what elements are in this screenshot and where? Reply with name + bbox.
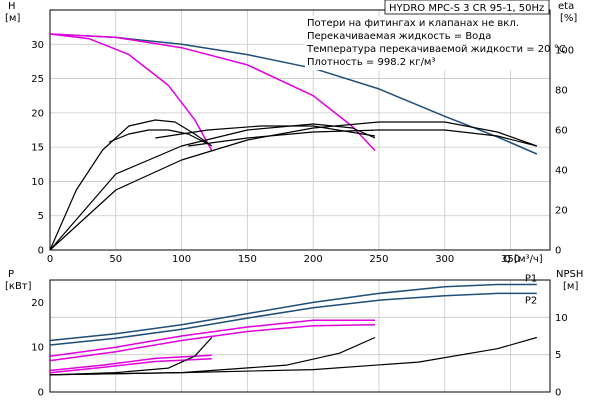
bottom-y-axis-label-line1: P <box>8 269 14 280</box>
top-y-axis-label-line1: H <box>8 1 16 12</box>
title-box <box>384 0 550 15</box>
bottom-series-line-6 <box>49 337 213 376</box>
bottom-series-line-5 <box>49 358 212 374</box>
note-fittings: Потери на фитингах и клапанах не вкл. <box>307 18 519 29</box>
y-tick-label-left: 30 <box>31 40 44 51</box>
x-tick-label: 350 <box>501 254 520 265</box>
top-series-line-3 <box>49 119 213 251</box>
bottom-series-line-1 <box>49 292 537 346</box>
top-x-axis-label: Q [м³/ч] <box>503 254 543 265</box>
y-tick-label-right: 10 <box>555 313 568 324</box>
x-tick-label: 50 <box>109 254 122 265</box>
bottom-series-line-4 <box>49 354 212 372</box>
series-label-p1: P1 <box>525 273 537 284</box>
y-tick-label-left: 10 <box>31 343 44 354</box>
top-series-line-7 <box>155 125 376 139</box>
series-label-p2: P2 <box>525 295 537 306</box>
x-tick-label: 150 <box>238 254 257 265</box>
y-tick-label-left: 0 <box>38 246 44 257</box>
x-tick-label: 250 <box>369 254 388 265</box>
y-tick-label-right: 80 <box>555 86 568 97</box>
x-tick-label: 0 <box>47 254 53 265</box>
y-tick-label-right: 0 <box>555 388 561 399</box>
top-right-axis-label-line1: eta <box>558 1 574 12</box>
y-tick-label-left: 5 <box>38 211 44 222</box>
y-tick-label-right: 20 <box>555 206 568 217</box>
bottom-right-axis-label-line1: NPSH <box>556 269 583 280</box>
bottom-tick-labels: 0 10 20 0 5 10 <box>31 298 567 399</box>
bottom-series-line-2 <box>49 319 375 357</box>
bottom-right-axis-label-line2: [м] <box>563 281 578 292</box>
note-liquid: Перекачиваемая жидкость = Вода <box>307 31 491 42</box>
bottom-series-group: P1 P2 <box>49 273 537 376</box>
note-temperature: Температура перекачиваемой жидкости = 20… <box>306 44 566 55</box>
bottom-series-line-3 <box>49 324 376 362</box>
y-tick-label-right: 100 <box>555 46 574 57</box>
bottom-y-axis-label-line2: [кВт] <box>5 281 32 292</box>
y-tick-label-left: 25 <box>31 74 44 85</box>
note-density: Плотность = 998.2 кг/м³ <box>307 57 436 68</box>
y-tick-label-right: 5 <box>555 350 561 361</box>
y-tick-label-left: 15 <box>31 143 44 154</box>
bottom-chart-panel: P1 P2 0 10 20 0 5 10 P [кВт] NPSH [м] <box>5 269 583 399</box>
top-right-axis-label-line2: [%] <box>560 13 577 24</box>
notes-background <box>305 16 547 70</box>
bottom-series-line-0 <box>49 283 537 342</box>
top-series-line-8 <box>188 129 537 147</box>
bottom-plot-frame <box>49 279 551 393</box>
top-plot-frame <box>49 9 551 251</box>
bottom-grid <box>50 280 550 392</box>
top-series-line-6 <box>108 129 209 145</box>
x-tick-label: 100 <box>172 254 191 265</box>
y-tick-label-left: 20 <box>31 298 44 309</box>
chart-title: HYDRO MPC-S 3 CR 95-1, 50Hz <box>389 3 544 14</box>
y-tick-label-right: 60 <box>555 126 568 137</box>
top-series-line-2 <box>49 33 376 152</box>
y-tick-label-left: 20 <box>31 108 44 119</box>
x-tick-label: 300 <box>435 254 454 265</box>
y-tick-label-left: 10 <box>31 177 44 188</box>
top-series-line-4 <box>49 123 376 251</box>
y-tick-label-right: 0 <box>555 246 561 257</box>
y-tick-label-right: 40 <box>555 166 568 177</box>
bottom-series-line-8 <box>49 336 537 376</box>
top-series-line-5 <box>49 121 538 251</box>
top-series-line-1 <box>49 33 213 151</box>
top-y-axis-label-line2: [м] <box>5 13 20 24</box>
x-tick-label: 200 <box>304 254 323 265</box>
y-tick-label-left: 0 <box>38 388 44 399</box>
